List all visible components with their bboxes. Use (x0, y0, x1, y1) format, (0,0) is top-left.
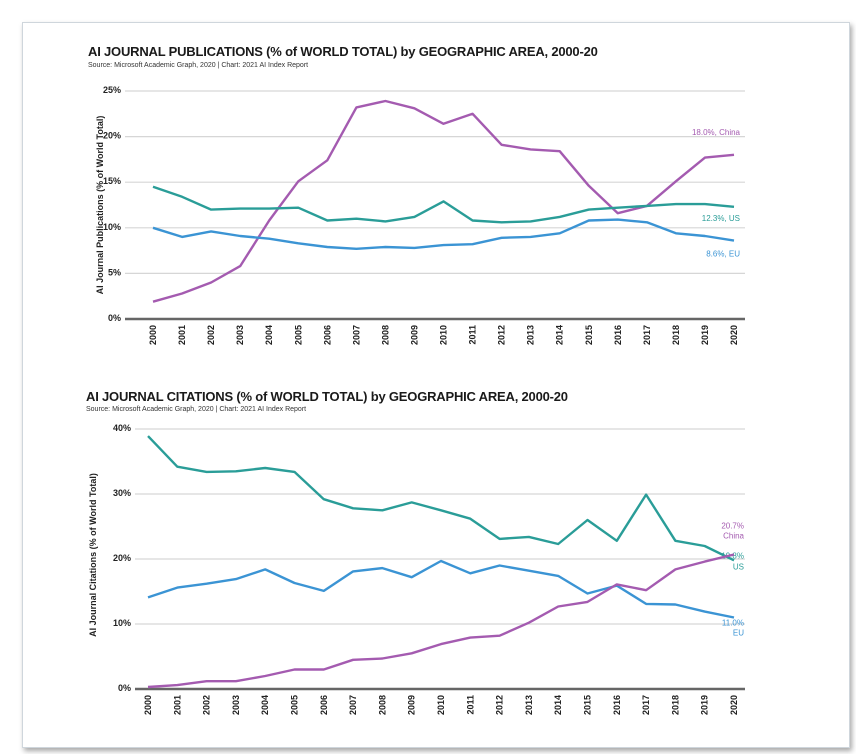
y-tick-label: 20% (103, 131, 121, 141)
x-tick-label: 2014 (553, 695, 563, 715)
x-tick-label: 2011 (465, 695, 475, 715)
y-tick-label: 10% (113, 618, 131, 628)
end-label-china: 20.7% (721, 521, 744, 530)
x-tick-label: 2000 (148, 325, 158, 345)
x-tick-label: 2006 (322, 325, 332, 345)
chart-title-publications: AI JOURNAL PUBLICATIONS (% of WORLD TOTA… (88, 44, 598, 59)
series-line-china (147, 553, 735, 689)
y-tick-label: 10% (103, 222, 121, 232)
y-axis-label: AI Journal Citations (% of World Total) (88, 473, 98, 637)
y-tick-label: 20% (113, 553, 131, 563)
x-tick-label: 2012 (497, 325, 507, 345)
x-tick-label: 2004 (260, 695, 270, 715)
x-tick-label: 2020 (729, 695, 739, 715)
x-tick-label: 2012 (495, 695, 505, 715)
chart-title-citations: AI JOURNAL CITATIONS (% of WORLD TOTAL) … (86, 389, 568, 404)
end-label-eu: 8.6%, EU (706, 250, 740, 259)
x-tick-label: 2016 (613, 325, 623, 345)
x-tick-label: 2019 (700, 325, 710, 345)
x-tick-label: 2010 (436, 695, 446, 715)
x-tick-label: 2008 (380, 325, 390, 345)
chart-source-publications: Source: Microsoft Academic Graph, 2020 |… (88, 62, 309, 69)
x-tick-label: 2010 (439, 325, 449, 345)
x-tick-label: 2019 (700, 695, 710, 715)
x-tick-label: 2007 (351, 325, 361, 345)
x-tick-label: 2007 (348, 695, 358, 715)
series-line-us (152, 185, 735, 224)
end-label-eu: EU (733, 629, 744, 638)
x-tick-label: 2013 (524, 695, 534, 715)
x-tick-label: 2011 (468, 325, 478, 345)
x-tick-label: 2008 (377, 695, 387, 715)
x-tick-label: 2003 (235, 325, 245, 345)
x-tick-label: 2009 (407, 695, 417, 715)
series-line-eu (152, 218, 735, 251)
x-tick-label: 2018 (671, 325, 681, 345)
x-tick-label: 2004 (264, 325, 274, 345)
y-axis-label: AI Journal Publications (% of World Tota… (95, 116, 105, 295)
x-tick-label: 2002 (206, 325, 216, 345)
x-tick-label: 2005 (293, 325, 303, 345)
end-label-china: China (723, 531, 744, 540)
x-tick-label: 2017 (641, 695, 651, 715)
x-tick-label: 2013 (526, 325, 536, 345)
x-tick-label: 2018 (670, 695, 680, 715)
chart-source-citations: Source: Microsoft Academic Graph, 2020 |… (86, 406, 307, 413)
end-label-china: 18.0%, China (692, 128, 741, 137)
x-tick-label: 2000 (143, 695, 153, 715)
series-line-china (152, 99, 735, 303)
end-label-us: 12.3%, US (702, 214, 740, 223)
x-tick-label: 2001 (177, 325, 187, 345)
x-tick-label: 2003 (231, 695, 241, 715)
report-card (22, 22, 850, 748)
x-tick-label: 2002 (202, 695, 212, 715)
series-line-eu (147, 559, 735, 619)
x-tick-label: 2017 (642, 325, 652, 345)
x-tick-label: 2006 (319, 695, 329, 715)
y-tick-label: 5% (108, 267, 121, 277)
x-tick-label: 2005 (290, 695, 300, 715)
x-tick-label: 2015 (583, 695, 593, 715)
x-tick-label: 2009 (409, 325, 419, 345)
y-tick-label: 25% (103, 85, 121, 95)
x-tick-label: 2014 (555, 325, 565, 345)
x-tick-label: 2015 (584, 325, 594, 345)
y-tick-label: 0% (118, 683, 131, 693)
y-tick-label: 30% (113, 488, 131, 498)
series-line-us (147, 435, 735, 562)
y-tick-label: 15% (103, 176, 121, 186)
x-tick-label: 2016 (612, 695, 622, 715)
x-tick-label: 2020 (729, 325, 739, 345)
y-tick-label: 40% (113, 423, 131, 433)
end-label-eu: 11.0% (722, 619, 744, 628)
end-label-us: US (733, 562, 744, 571)
x-tick-label: 2001 (172, 695, 182, 715)
y-tick-label: 0% (108, 313, 121, 323)
